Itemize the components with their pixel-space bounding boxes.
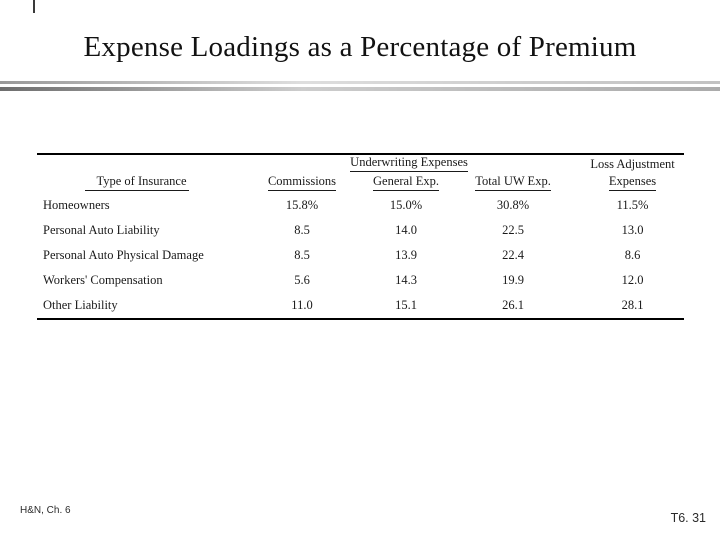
footer-slide-number: T6. 31 [670, 511, 706, 525]
group-header-underwriting: Underwriting Expenses [237, 154, 581, 174]
row-label: Personal Auto Liability [43, 222, 160, 237]
cell-commissions: 15.8% [285, 197, 319, 212]
column-header-type: Type of Insurance [37, 174, 237, 193]
cell-commissions: 8.5 [294, 222, 310, 237]
column-header-type-label: Type of Insurance [85, 174, 189, 191]
cell-total-uw-exp: 26.1 [502, 297, 524, 312]
column-header-commissions-label: Commissions [267, 174, 337, 191]
cell-general-exp: 14.3 [395, 272, 417, 287]
cell-loss-adj-exp: 13.0 [621, 222, 644, 237]
table-row: Homeowners 15.8% 15.0% 30.8% 11.5% [37, 193, 684, 218]
title-divider-bottom-rule [0, 87, 720, 91]
cell-commissions: 5.6 [294, 272, 310, 287]
empty-header-cell [37, 154, 237, 174]
table-header: Underwriting Expenses Loss Adjustment Ty… [37, 154, 684, 193]
table-row: Personal Auto Liability 8.5 14.0 22.5 13… [37, 218, 684, 243]
text-caret-mark [33, 0, 35, 13]
group-header-label: Underwriting Expenses [350, 155, 468, 172]
cell-total-uw-exp: 30.8% [496, 197, 530, 212]
column-header-general-exp-label: General Exp. [373, 174, 439, 191]
cell-commissions: 8.5 [294, 247, 310, 262]
title-divider-top-rule [0, 81, 720, 84]
table-body: Homeowners 15.8% 15.0% 30.8% 11.5% Perso… [37, 193, 684, 319]
table-row: Other Liability 11.0 15.1 26.1 28.1 [37, 293, 684, 319]
cell-loss-adj-exp: 12.0 [621, 272, 644, 287]
cell-loss-adj-exp: 8.6 [624, 247, 641, 262]
cell-general-exp: 14.0 [395, 222, 417, 237]
row-label: Workers' Compensation [43, 272, 163, 287]
row-label: Personal Auto Physical Damage [43, 247, 204, 262]
page-title: Expense Loadings as a Percentage of Prem… [83, 31, 637, 63]
column-header-total-uw-exp-label: Total UW Exp. [475, 174, 551, 191]
row-label: Other Liability [43, 297, 118, 312]
table-row: Workers' Compensation 5.6 14.3 19.9 12.0 [37, 268, 684, 293]
column-header-expenses: Expenses [581, 174, 684, 193]
footer-source-reference: H&N, Ch. 6 [20, 505, 71, 516]
cell-loss-adj-exp: 11.5% [616, 197, 649, 212]
column-header-general-exp: General Exp. [367, 174, 445, 193]
table-row: Personal Auto Physical Damage 8.5 13.9 2… [37, 243, 684, 268]
column-header-commissions: Commissions [237, 174, 367, 193]
cell-total-uw-exp: 22.4 [502, 247, 524, 262]
column-header-loss-adjustment: Loss Adjustment [590, 156, 675, 171]
column-header-row: Type of Insurance Commissions General Ex… [37, 174, 684, 193]
column-header-total-uw-exp: Total UW Exp. [445, 174, 581, 193]
cell-commissions: 11.0 [291, 297, 313, 312]
cell-general-exp: 15.0% [389, 197, 423, 212]
cell-general-exp: 15.1 [395, 297, 417, 312]
cell-general-exp: 13.9 [395, 247, 417, 262]
cell-total-uw-exp: 19.9 [502, 272, 524, 287]
expense-loadings-table: Underwriting Expenses Loss Adjustment Ty… [37, 153, 685, 320]
cell-loss-adj-exp: 28.1 [621, 297, 644, 312]
column-header-expenses-label: Expenses [608, 174, 657, 191]
group-header-row: Underwriting Expenses Loss Adjustment [37, 154, 684, 174]
row-label: Homeowners [43, 197, 110, 212]
cell-total-uw-exp: 22.5 [502, 222, 524, 237]
